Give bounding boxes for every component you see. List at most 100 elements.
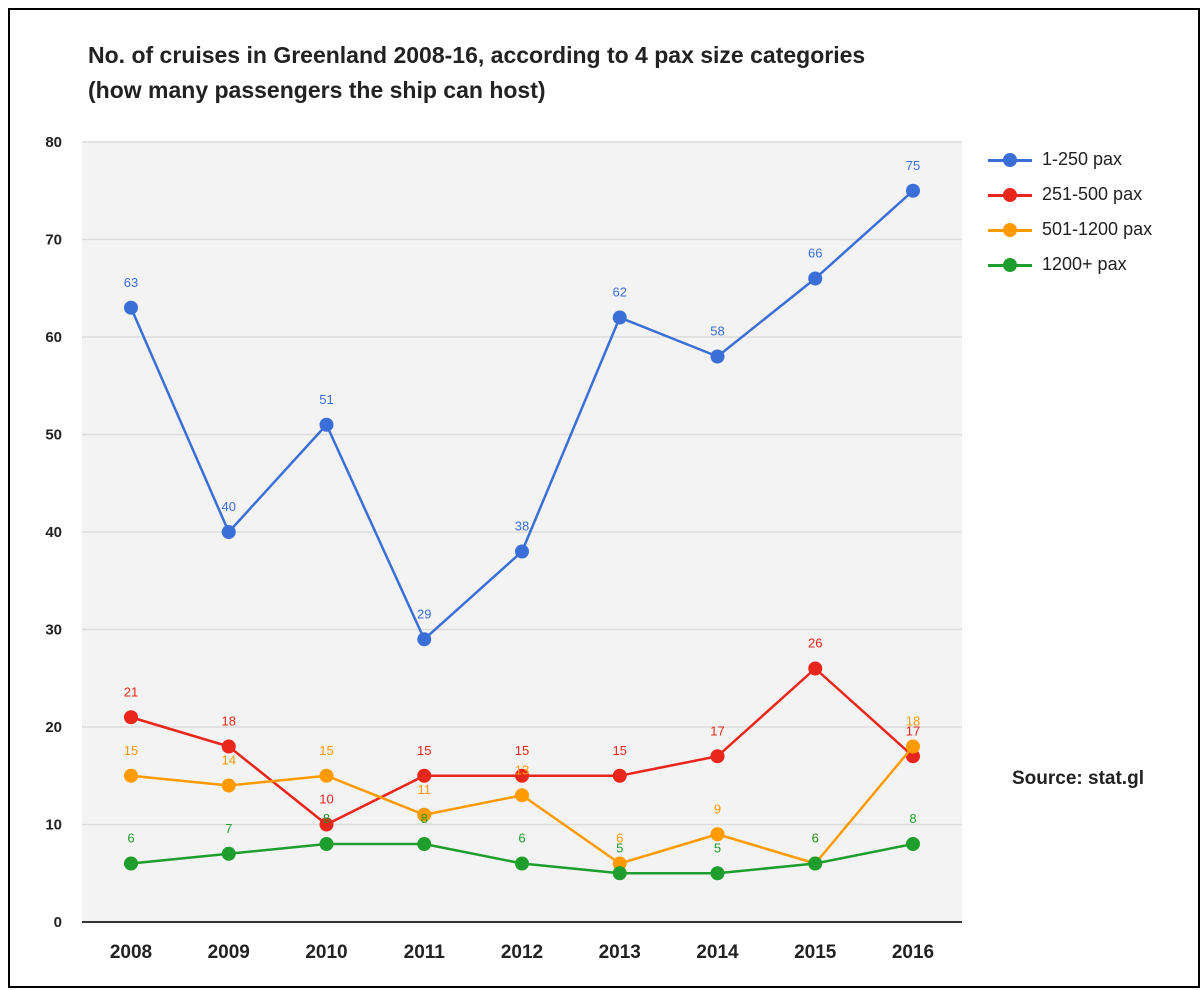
data-label: 8	[323, 811, 330, 826]
data-point	[221, 846, 236, 861]
data-label: 26	[808, 636, 822, 651]
data-label: 66	[808, 246, 822, 261]
data-label: 14	[222, 753, 236, 768]
data-point	[515, 788, 529, 803]
data-point	[319, 417, 334, 432]
source-note: Source: stat.gl	[1012, 768, 1144, 789]
data-point	[124, 768, 138, 783]
y-tick-label: 60	[45, 329, 62, 346]
data-label: 5	[616, 840, 623, 855]
legend-label: 1-250 pax	[1042, 149, 1123, 169]
legend-item: 1-250 pax	[988, 142, 1152, 177]
data-point	[808, 661, 823, 676]
y-tick-label: 50	[45, 427, 62, 444]
x-tick-label: 2015	[794, 942, 837, 963]
y-tick-label: 70	[45, 232, 62, 249]
data-point	[710, 866, 725, 881]
data-label: 75	[906, 158, 920, 173]
data-label: 8	[909, 811, 916, 826]
data-label: 51	[319, 392, 333, 407]
x-tick-label: 2011	[404, 942, 446, 963]
data-label: 18	[222, 714, 236, 729]
legend-swatch	[988, 152, 1032, 167]
data-point	[906, 183, 920, 198]
data-label: 6	[812, 831, 819, 846]
data-point	[417, 632, 432, 647]
x-tick-label: 2009	[208, 942, 250, 963]
data-point	[319, 817, 334, 832]
x-tick-label: 2008	[110, 942, 152, 963]
data-point	[221, 778, 236, 793]
data-point	[612, 768, 627, 783]
data-point	[808, 271, 823, 286]
data-label: 15	[417, 743, 431, 758]
data-label: 58	[710, 324, 724, 339]
data-point	[710, 827, 725, 842]
data-point	[417, 768, 432, 783]
data-point	[124, 710, 138, 725]
y-tick-label: 20	[45, 719, 62, 736]
data-label: 21	[124, 684, 138, 699]
y-tick-label: 10	[45, 817, 62, 834]
data-label: 15	[124, 743, 138, 758]
data-point	[906, 739, 920, 754]
data-label: 17	[710, 723, 724, 738]
data-point	[612, 310, 627, 325]
data-point	[515, 856, 529, 871]
data-point	[417, 837, 432, 851]
data-label: 63	[124, 275, 138, 290]
legend-dot	[1003, 187, 1017, 202]
data-label: 15	[319, 743, 333, 758]
data-label: 62	[613, 285, 627, 300]
data-point	[221, 739, 236, 754]
legend-item: 251-500 pax	[988, 177, 1152, 212]
data-point	[515, 544, 529, 559]
data-point	[319, 837, 334, 851]
data-point	[808, 856, 823, 871]
data-point	[515, 768, 529, 783]
y-tick-label: 80	[45, 134, 62, 151]
legend-swatch	[988, 222, 1032, 237]
legend-label: 251-500 pax	[1042, 184, 1143, 204]
data-point	[906, 749, 920, 764]
data-point	[124, 300, 138, 315]
x-tick-label: 2012	[501, 942, 543, 963]
data-label: 6	[518, 831, 525, 846]
y-tick-label: 0	[54, 914, 62, 931]
data-label: 40	[222, 499, 236, 514]
data-label: 6	[127, 831, 134, 846]
data-point	[221, 525, 236, 539]
legend-item: 501-1200 pax	[988, 212, 1152, 247]
data-label: 10	[319, 792, 333, 807]
data-label: 18	[906, 714, 920, 729]
legend-swatch	[988, 187, 1032, 202]
legend-item: 1200+ pax	[988, 247, 1152, 282]
data-label: 9	[714, 801, 721, 816]
chart-title: No. of cruises in Greenland 2008-16, acc…	[88, 42, 866, 103]
legend-swatch	[988, 257, 1032, 272]
data-label: 7	[225, 821, 232, 836]
data-point	[124, 856, 138, 871]
legend-dot	[1003, 222, 1017, 237]
data-label: 11	[418, 782, 432, 797]
data-label: 15	[613, 743, 627, 758]
legend-label: 501-1200 pax	[1042, 219, 1153, 239]
data-point	[612, 856, 627, 871]
data-point	[906, 837, 920, 851]
x-tick-label: 2016	[892, 942, 934, 963]
data-point	[710, 349, 725, 364]
data-label: 6	[616, 831, 623, 846]
legend: 1-250 pax 251-500 pax 501-1200 pax 1200+ pa…	[988, 142, 1152, 282]
x-tick-label: 2014	[696, 942, 739, 963]
data-label: 15	[515, 743, 529, 758]
data-point	[612, 866, 627, 881]
x-tick-label: 2010	[305, 942, 347, 963]
data-label: 38	[515, 519, 529, 534]
data-label: 5	[714, 840, 721, 855]
legend-dot	[1003, 257, 1017, 272]
data-label: 6	[812, 831, 819, 846]
data-label: 8	[421, 811, 428, 826]
data-label: 29	[417, 606, 431, 621]
legend-label: 1200+ pax	[1042, 254, 1127, 274]
